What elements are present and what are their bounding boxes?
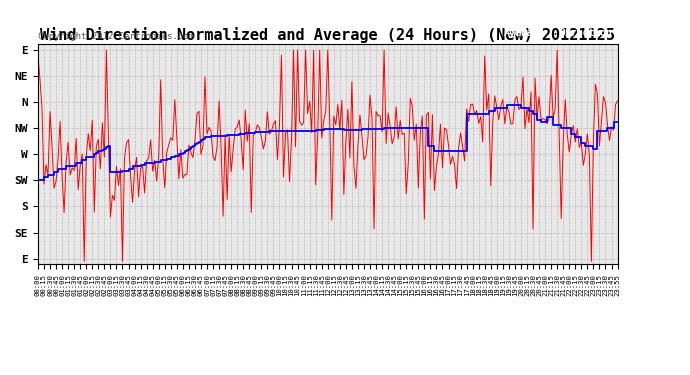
Text: Average: Average bbox=[504, 28, 545, 38]
Text: Copyright 2012 Cartronics.com: Copyright 2012 Cartronics.com bbox=[38, 32, 194, 41]
Title: Wind Direction Normalized and Average (24 Hours) (New) 20121125: Wind Direction Normalized and Average (2… bbox=[40, 27, 615, 43]
Text: Direction: Direction bbox=[560, 28, 612, 38]
